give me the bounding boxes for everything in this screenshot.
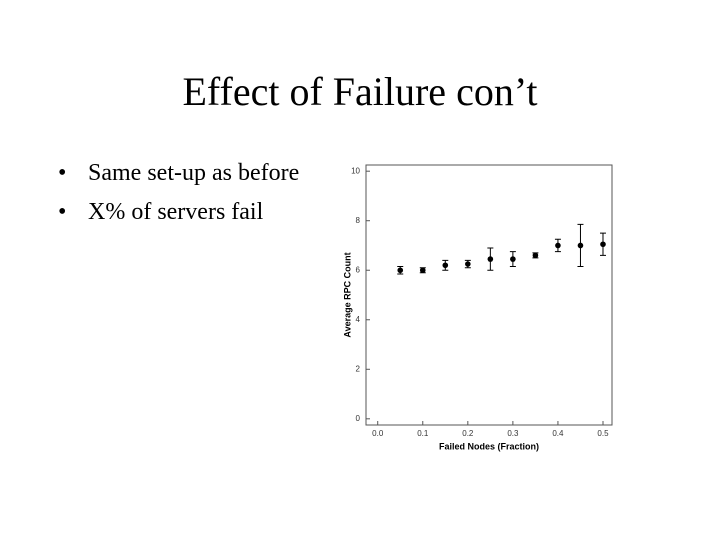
data-point <box>419 267 426 274</box>
data-point <box>532 252 539 259</box>
y-tick-label: 0 <box>356 414 361 423</box>
data-point <box>510 256 516 262</box>
y-axis-label: Average RPC Count <box>342 252 352 337</box>
y-tick-label: 2 <box>356 364 361 373</box>
data-point <box>555 242 561 249</box>
slide-title: Effect of Failure con’t <box>182 69 538 114</box>
data-point <box>397 267 404 274</box>
x-tick-label: 0.0 <box>372 429 384 438</box>
x-tick-label: 0.4 <box>552 429 564 438</box>
x-tick-label: 0.2 <box>462 429 474 438</box>
x-axis-label: Failed Nodes (Fraction) <box>439 441 539 451</box>
bullet-list: Same set-up as before X% of servers fail <box>58 160 299 238</box>
x-tick-label: 0.5 <box>597 429 609 438</box>
data-point <box>577 242 584 249</box>
y-tick-label: 10 <box>351 166 360 175</box>
data-point <box>487 256 494 262</box>
data-point <box>465 261 471 267</box>
y-tick-label: 6 <box>356 265 361 274</box>
bullet: Same set-up as before <box>58 160 299 187</box>
y-tick-label: 8 <box>356 216 361 225</box>
x-tick-label: 0.3 <box>507 429 519 438</box>
y-tick-label: 4 <box>356 315 361 324</box>
data-point <box>442 262 449 269</box>
plot-frame <box>365 164 613 426</box>
bullet: X% of servers fail <box>58 199 299 226</box>
data-point <box>600 241 606 248</box>
x-tick-label: 0.1 <box>417 429 429 438</box>
